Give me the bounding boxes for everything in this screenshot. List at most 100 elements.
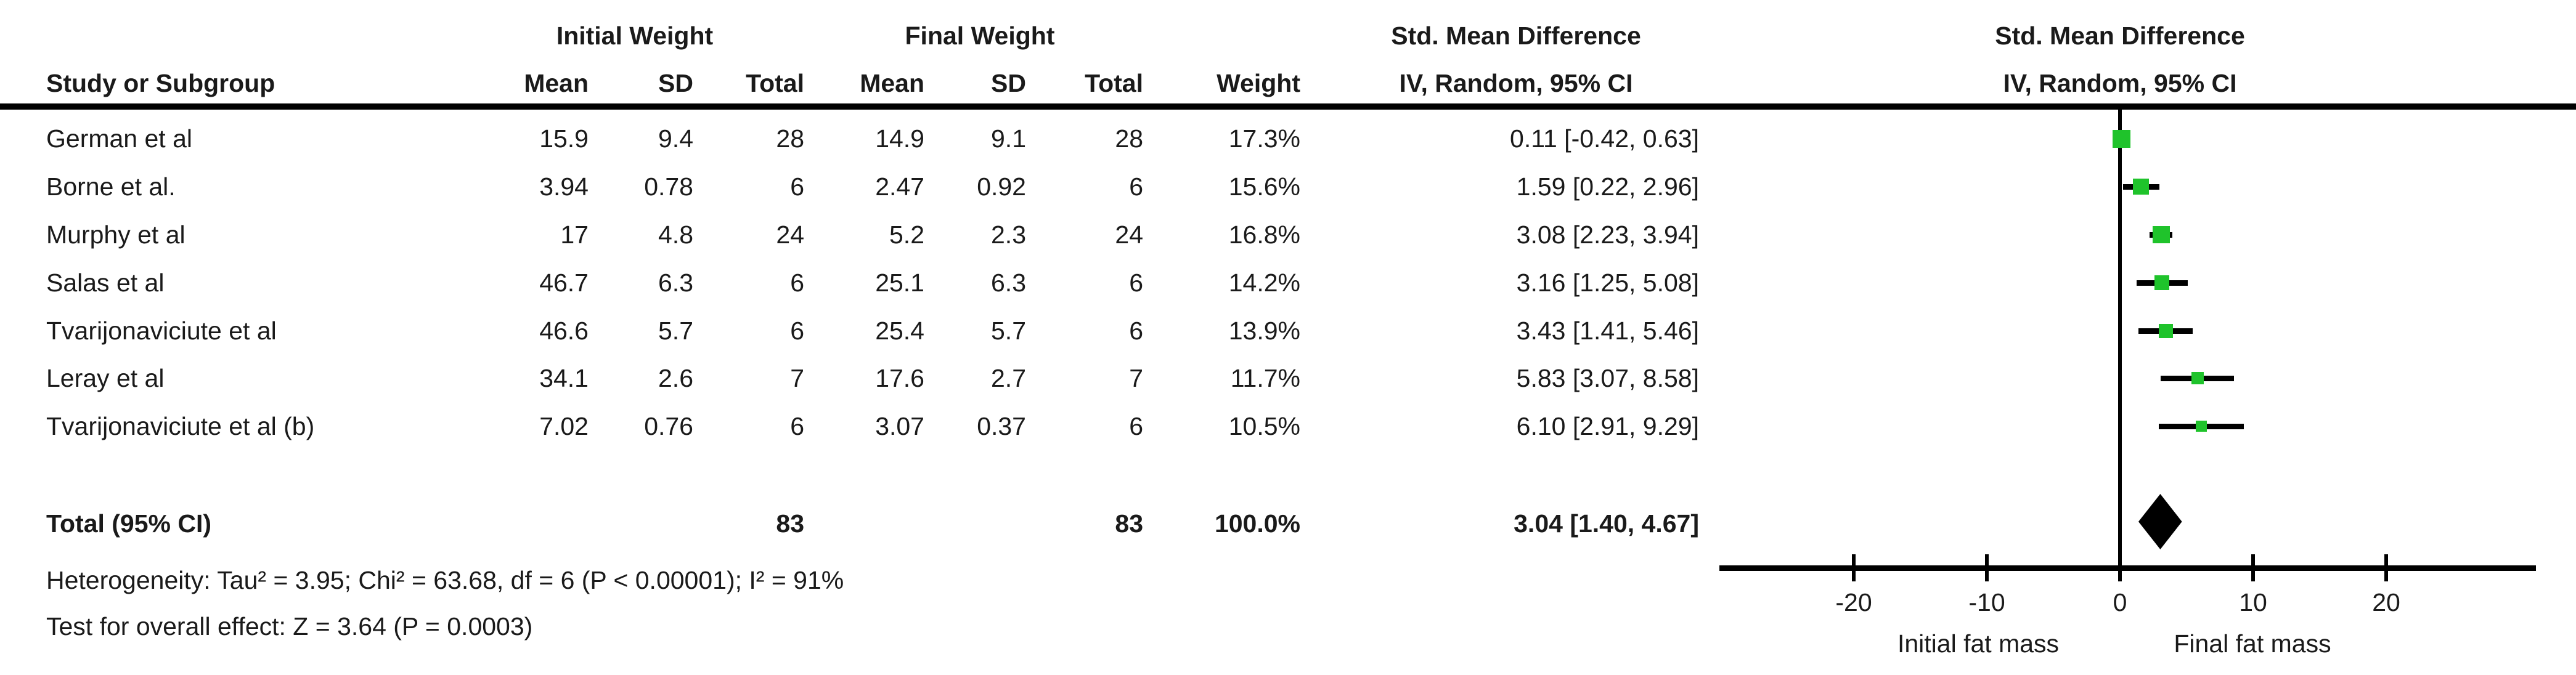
initial-sd-cell: 9.4: [658, 124, 693, 153]
total-diamond-shape: [2138, 494, 2182, 549]
initial-total-cell: 6: [790, 172, 804, 201]
ci-text-cell: 3.43 [1.41, 5.46]: [1516, 317, 1699, 345]
total-label-cell: Total (95% CI): [46, 509, 212, 538]
effect-square: [2152, 226, 2170, 243]
study-name-cell: German et al: [46, 124, 192, 153]
axis-tick-label: 0: [2113, 588, 2127, 616]
header-smd-table-line2: IV, Random, 95% CI: [1399, 69, 1633, 97]
total-diamond: [2138, 494, 2182, 549]
header-mean-initial: Mean: [524, 69, 589, 97]
ci-text-cell: 5.83 [3.07, 8.58]: [1516, 364, 1699, 392]
final-mean-cell: 5.2: [889, 220, 924, 249]
final-total-cell: 6: [1129, 269, 1143, 297]
study-name-cell: Leray et al: [46, 364, 165, 392]
total-weight-cell: 100.0%: [1214, 509, 1300, 538]
final-total-cell: 7: [1129, 364, 1143, 392]
header-total-final: Total: [1085, 69, 1143, 97]
total-final-cell: 83: [1115, 509, 1143, 538]
final-sd-cell: 6.3: [991, 269, 1026, 297]
header-sd-initial: SD: [658, 69, 693, 97]
effect-square: [2191, 372, 2204, 384]
effect-square: [2195, 421, 2207, 432]
initial-mean-cell: 3.94: [539, 172, 589, 201]
axis-tick-label: 10: [2239, 588, 2267, 616]
axis-tick: [1985, 554, 1989, 581]
initial-mean-cell: 17: [560, 220, 589, 249]
ci-text-cell: 6.10 [2.91, 9.29]: [1516, 412, 1699, 440]
study-name-cell: Tvarijonaviciute et al: [46, 317, 277, 345]
x-axis-line: [1719, 565, 2536, 571]
final-mean-cell: 25.4: [875, 317, 924, 345]
header-study: Study or Subgroup: [46, 69, 275, 97]
final-sd-cell: 0.92: [977, 172, 1026, 201]
effect-square: [2112, 129, 2130, 148]
total-ci-cell: 3.04 [1.40, 4.67]: [1514, 509, 1699, 538]
initial-total-cell: 6: [790, 269, 804, 297]
initial-total-cell: 28: [776, 124, 804, 153]
final-total-cell: 28: [1115, 124, 1143, 153]
study-name-cell: Borne et al.: [46, 172, 176, 201]
initial-sd-cell: 0.76: [644, 412, 693, 440]
overall-effect-text: Test for overall effect: Z = 3.64 (P = 0…: [46, 612, 533, 641]
total-initial-cell: 83: [776, 509, 804, 538]
weight-cell: 16.8%: [1228, 220, 1300, 249]
final-sd-cell: 9.1: [991, 124, 1026, 153]
axis-label-final-fat-mass: Final fat mass: [2174, 629, 2331, 658]
header-smd-plot-line2: IV, Random, 95% CI: [2003, 69, 2237, 97]
study-name-cell: Tvarijonaviciute et al (b): [46, 412, 315, 440]
final-mean-cell: 25.1: [875, 269, 924, 297]
axis-tick: [2384, 554, 2388, 581]
weight-cell: 11.7%: [1230, 364, 1300, 392]
ci-text-cell: 0.11 [-0.42, 0.63]: [1510, 124, 1699, 153]
weight-cell: 14.2%: [1228, 269, 1300, 297]
header-smd-table-line1: Std. Mean Difference: [1391, 22, 1641, 50]
initial-sd-cell: 6.3: [658, 269, 693, 297]
initial-sd-cell: 0.78: [644, 172, 693, 201]
final-sd-cell: 5.7: [991, 317, 1026, 345]
ci-text-cell: 3.08 [2.23, 3.94]: [1516, 220, 1699, 249]
header-sd-final: SD: [991, 69, 1026, 97]
heterogeneity-text: Heterogeneity: Tau² = 3.95; Chi² = 63.68…: [46, 566, 844, 594]
axis-label-initial-fat-mass: Initial fat mass: [1897, 629, 2060, 658]
header-group-initial-weight: Initial Weight: [556, 22, 714, 50]
header-smd-plot-line1: Std. Mean Difference: [1995, 22, 2245, 50]
initial-total-cell: 6: [790, 317, 804, 345]
weight-cell: 17.3%: [1228, 124, 1300, 153]
final-total-cell: 6: [1129, 172, 1143, 201]
initial-total-cell: 24: [776, 220, 804, 249]
final-total-cell: 6: [1129, 412, 1143, 440]
ci-text-cell: 3.16 [1.25, 5.08]: [1516, 269, 1699, 297]
initial-mean-cell: 7.02: [539, 412, 589, 440]
axis-tick-label: -10: [1968, 588, 2005, 616]
initial-sd-cell: 4.8: [658, 220, 693, 249]
initial-mean-cell: 46.7: [539, 269, 589, 297]
effect-square: [2158, 323, 2173, 338]
effect-square: [2154, 275, 2170, 290]
initial-total-cell: 6: [790, 412, 804, 440]
header-group-final-weight: Final Weight: [905, 22, 1055, 50]
ci-text-cell: 1.59 [0.22, 2.96]: [1516, 172, 1699, 201]
study-name-cell: Murphy et al: [46, 220, 185, 249]
axis-tick: [1852, 554, 1856, 581]
zero-line: [2118, 110, 2122, 568]
header-mean-final: Mean: [860, 69, 924, 97]
weight-cell: 13.9%: [1228, 317, 1300, 345]
initial-mean-cell: 34.1: [539, 364, 589, 392]
header-rule: [0, 103, 2576, 110]
final-mean-cell: 3.07: [875, 412, 924, 440]
axis-tick: [2251, 554, 2255, 581]
initial-mean-cell: 46.6: [539, 317, 589, 345]
final-sd-cell: 2.7: [991, 364, 1026, 392]
header-weight: Weight: [1217, 69, 1300, 97]
final-mean-cell: 17.6: [875, 364, 924, 392]
final-mean-cell: 14.9: [875, 124, 924, 153]
axis-tick-label: 20: [2372, 588, 2400, 616]
header-total-initial: Total: [746, 69, 804, 97]
weight-cell: 15.6%: [1228, 172, 1300, 201]
initial-sd-cell: 2.6: [658, 364, 693, 392]
initial-mean-cell: 15.9: [539, 124, 589, 153]
final-total-cell: 6: [1129, 317, 1143, 345]
final-mean-cell: 2.47: [875, 172, 924, 201]
